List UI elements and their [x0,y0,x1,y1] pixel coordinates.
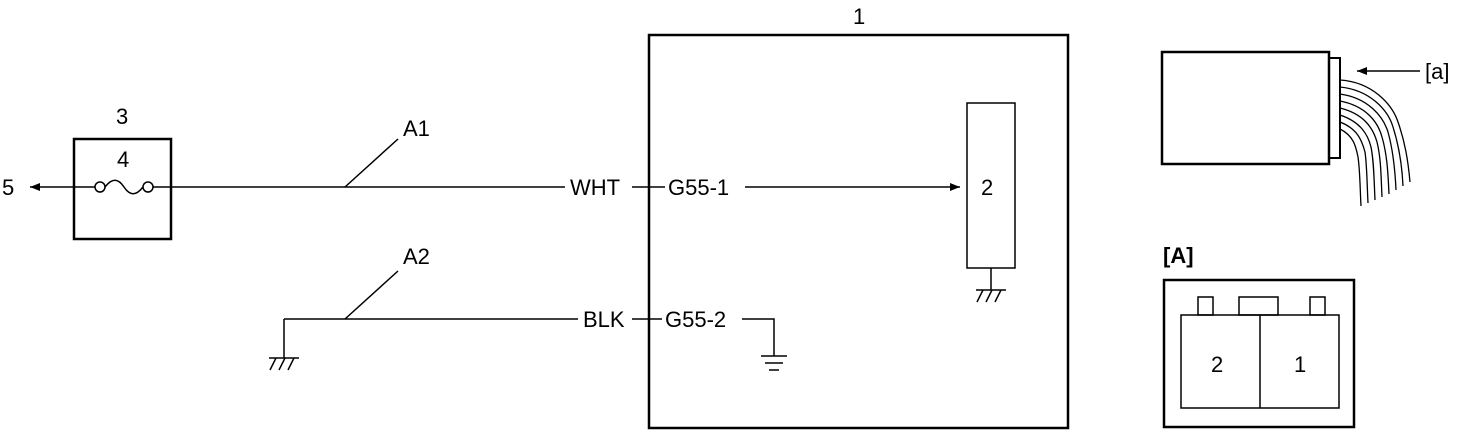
ground-component-icon [976,268,1006,303]
fuse-box-label: 3 [116,104,128,129]
connector-pin-1: 1 [1294,352,1306,377]
connector-view [1162,278,1356,429]
wire-harness-icon [1339,79,1411,207]
module-label: 1 [853,4,865,29]
wire-a1-color: WHT [570,175,620,200]
pin-a2-label: G55-2 [665,307,726,332]
ground-left-icon [269,319,299,371]
view-arrow-label: [a] [1425,59,1449,84]
wire-a2-color: BLK [583,307,625,332]
connector-pin-2: 2 [1211,352,1223,377]
module-box [647,33,1070,430]
connector-view-title: [A] [1163,243,1194,268]
ground-module-icon [742,318,787,371]
source-label: 5 [2,175,14,200]
fuse-box [72,137,173,241]
wire-a2-label: A2 [403,244,430,269]
wire-a1-label: A1 [403,116,430,141]
wire-a1-leader [344,138,399,188]
wire-a2-leader [344,270,399,320]
pin-a1-label: G55-1 [668,175,729,200]
fuse-icon [94,179,154,195]
component-label: 2 [981,175,993,200]
component-illustration [1160,50,1411,207]
fuse-label: 4 [117,147,129,172]
